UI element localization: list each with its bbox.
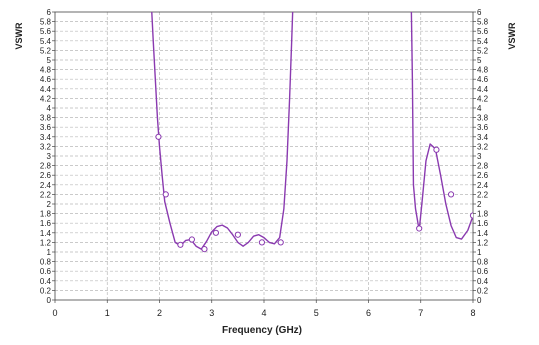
series-marker [416, 225, 423, 232]
y-tick-label-right: 2 [477, 200, 482, 209]
y-tick-label-right: 5.6 [477, 27, 489, 36]
series-marker [162, 191, 169, 198]
y-tick-label-right: 5.2 [477, 46, 489, 55]
y-tick-label-right: 1 [477, 248, 482, 257]
x-tick-label: 1 [105, 308, 110, 318]
y-tick-label-left: 5 [47, 56, 52, 65]
y-tick-label-right: 3.2 [477, 142, 489, 151]
y-tick-label-left: 4.4 [40, 85, 52, 94]
y-tick-label-right: 4.2 [477, 94, 489, 103]
y-tick-label-left: 1.2 [40, 238, 52, 247]
y-tick-label-left: 5.4 [40, 37, 52, 46]
y-tick-label-right: 0.8 [477, 258, 489, 267]
y-tick-label-left: 4.6 [40, 75, 52, 84]
y-tick-label-right: 3 [477, 152, 482, 161]
series-marker [433, 146, 440, 153]
y-tick-label-left: 2.2 [40, 190, 52, 199]
y-tick-label-right: 4.8 [477, 66, 489, 75]
y-tick-label-right: 0.2 [477, 286, 489, 295]
y-tick-label-left: 3.6 [40, 123, 52, 132]
y-tick-label-right: 5.4 [477, 37, 489, 46]
x-axis-label: Frequency (GHz) [222, 325, 302, 336]
series-marker [188, 236, 195, 243]
y-tick-label-left: 1.8 [40, 210, 52, 219]
y-tick-label-right: 5 [477, 56, 482, 65]
y-tick-label-left: 3.4 [40, 133, 52, 142]
y-tick-label-right: 0.6 [477, 267, 489, 276]
y-tick-label-left: 4 [47, 104, 52, 113]
y-tick-label-right: 2.2 [477, 190, 489, 199]
y-tick-label-left: 1 [47, 248, 52, 257]
x-tick-label: 3 [209, 308, 214, 318]
series-marker [277, 239, 284, 246]
y-tick-label-left: 4.2 [40, 94, 52, 103]
y-tick-label-left: 2.8 [40, 162, 52, 171]
y-tick-label-left: 5.8 [40, 18, 52, 27]
x-tick-label: 0 [52, 308, 57, 318]
series-group [151, 12, 473, 253]
series-marker [447, 191, 455, 198]
y-tick-label-right: 0.4 [477, 277, 489, 286]
series-layer [151, 12, 473, 253]
x-tick-label: 6 [366, 308, 371, 318]
y-tick-label-right: 3.4 [477, 133, 489, 142]
y-tick-label-left: 1.4 [40, 229, 52, 238]
y-tick-label-left: 5.2 [40, 46, 52, 55]
y-tick-label-left: 0 [47, 296, 52, 305]
y-tick-label-left: 4.8 [40, 66, 52, 75]
series-marker [234, 231, 241, 238]
y-tick-label-right: 5.8 [477, 18, 489, 27]
y-tick-label-right: 1.6 [477, 219, 489, 228]
series-marker [469, 212, 473, 219]
series-line [151, 12, 294, 250]
x-tick-label: 5 [314, 308, 319, 318]
y-tick-label-left: 0.6 [40, 267, 52, 276]
x-tick-label: 2 [157, 308, 162, 318]
y-axis-label-left: VSWR [14, 22, 24, 50]
y-tick-label-right: 2.6 [477, 171, 489, 180]
x-tick-label: 4 [261, 308, 266, 318]
series-marker [177, 241, 184, 248]
series-marker [212, 229, 220, 236]
y-tick-label-right: 4 [477, 104, 482, 113]
y-tick-label-left: 0.4 [40, 277, 52, 286]
series-marker [155, 133, 162, 140]
y-tick-label-left: 6 [47, 8, 52, 17]
y-tick-label-left: 2 [47, 200, 52, 209]
y-tick-label-left: 0.8 [40, 258, 52, 267]
y-tick-label-left: 2.4 [40, 181, 52, 190]
label-layer: Frequency (GHz) VSWR VSWR [14, 22, 517, 336]
y-tick-label-right: 4.4 [477, 85, 489, 94]
y-tick-label-left: 0.2 [40, 286, 52, 295]
series-line [410, 12, 473, 240]
x-tick-label: 7 [418, 308, 423, 318]
y-tick-label-right: 1.2 [477, 238, 489, 247]
y-tick-label-left: 3.2 [40, 142, 52, 151]
y-axis-label-right: VSWR [507, 22, 517, 50]
y-tick-label-right: 2.4 [477, 181, 489, 190]
plot-frame [54, 11, 474, 301]
series-marker [258, 239, 266, 246]
y-tick-label-left: 2.6 [40, 171, 52, 180]
grid-layer [55, 12, 473, 300]
axis-layer: 0 00.2 0.20.4 0.40.6 0.60.8 0.81 11.2 1.21.4 1.4… [40, 8, 489, 318]
x-tick-label: 8 [470, 308, 475, 318]
y-tick-label-right: 6 [477, 8, 482, 17]
y-tick-label-right: 1.8 [477, 210, 489, 219]
y-tick-label-right: 0 [477, 296, 482, 305]
y-tick-label-left: 1.6 [40, 219, 52, 228]
y-tick-label-right: 1.4 [477, 229, 489, 238]
y-tick-label-right: 4.6 [477, 75, 489, 84]
y-tick-label-right: 3.6 [477, 123, 489, 132]
y-tick-label-right: 2.8 [477, 162, 489, 171]
series-marker [201, 246, 208, 253]
y-tick-label-right: 3.8 [477, 114, 489, 123]
y-tick-label-left: 5.6 [40, 27, 52, 36]
y-tick-label-left: 3 [47, 152, 52, 161]
y-tick-label-left: 3.8 [40, 114, 52, 123]
